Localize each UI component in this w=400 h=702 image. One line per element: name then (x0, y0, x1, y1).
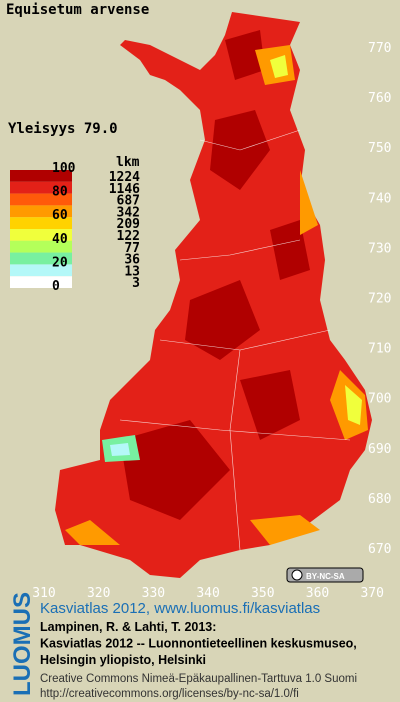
license: Creative Commons Nimeä-Epäkaupallinen-Ta… (40, 673, 357, 700)
license-line: http://creativecommons.org/licenses/by-n… (40, 688, 299, 700)
y-tick-label: 690 (368, 442, 391, 457)
count-label: 77 (124, 241, 140, 256)
x-tick-label: 370 (360, 586, 383, 601)
legend-swatch (10, 181, 72, 194)
legend-swatch (10, 193, 72, 206)
count-label: 1146 (109, 182, 140, 197)
logo: LUOMUS (9, 592, 36, 696)
legend-swatch (10, 252, 72, 265)
legend-swatch (10, 264, 72, 277)
atlas-link[interactable]: Kasviatlas 2012, www.luomus.fi/kasviatla… (40, 600, 320, 617)
x-tick-label: 310 (32, 586, 55, 601)
x-tick-label: 360 (306, 586, 329, 601)
count-label: 36 (124, 253, 140, 268)
citation-line: Lampinen, R. & Lahti, T. 2013: (40, 620, 216, 634)
license-badge: BY-NC-SA (286, 567, 364, 583)
scale-label: 40 (52, 232, 68, 247)
citation-line: Kasviatlas 2012 -- Luonnontieteellinen k… (40, 637, 357, 651)
x-tick-label: 340 (196, 586, 219, 601)
legend-swatch (10, 170, 72, 182)
count-header: lkm (116, 155, 140, 170)
y-tick-label: 740 (368, 191, 391, 206)
legend-swatch (10, 240, 72, 253)
license-badge-text: BY-NC-SA (306, 572, 345, 581)
x-tick-label: 350 (251, 586, 274, 601)
y-tick-label: 680 (368, 492, 391, 507)
y-tick-label: 750 (368, 141, 391, 156)
scale-label: 100 (52, 161, 76, 176)
region-borders (119, 129, 351, 551)
count-label: 3 (132, 276, 140, 291)
y-tick-label: 670 (368, 542, 391, 557)
y-tick-label: 710 (368, 342, 391, 357)
legend-swatch (10, 229, 72, 241)
scale-label: 60 (52, 208, 68, 223)
lowest-area (110, 443, 130, 456)
citation-line: Helsingin yliopisto, Helsinki (40, 653, 206, 667)
count-label: 209 (117, 217, 140, 232)
x-axis: 310 320 330 340 350 360 370 (32, 586, 384, 601)
x-tick-label: 330 (142, 586, 165, 601)
frequency: Yleisyys 79.0 (8, 121, 118, 137)
citation: Lampinen, R. & Lahti, T. 2013: Kasviatlas… (40, 620, 357, 667)
y-tick-label: 700 (368, 392, 391, 407)
scale-label: 0 (52, 279, 60, 294)
scale-label: 20 (52, 255, 68, 270)
y-tick-label: 770 (368, 41, 391, 56)
legend: lkm 100 80 60 40 20 0 122411466873422091227736… (10, 155, 140, 294)
scale-label: 80 (52, 185, 68, 200)
count-label: 1224 (109, 170, 140, 185)
x-tick-label: 320 (87, 586, 110, 601)
y-tick-label: 730 (368, 241, 391, 256)
map (55, 12, 372, 578)
count-label: 13 (124, 264, 140, 279)
count-label: 342 (117, 205, 140, 220)
legend-swatch (10, 205, 72, 218)
count-label: 122 (117, 229, 140, 244)
y-tick-label: 760 (368, 91, 391, 106)
license-line: Creative Commons Nimeä-Epäkaupallinen-Ta… (40, 673, 357, 685)
legend-swatch (10, 276, 72, 288)
count-label: 687 (117, 194, 140, 209)
y-tick-label: 720 (368, 292, 391, 307)
y-axis: 770 760 750 740 730 720 710 700 690 680 670 (368, 41, 391, 557)
low-areas (270, 55, 362, 425)
legend-swatch (10, 217, 72, 229)
species-title: Equisetum arvense (6, 2, 149, 18)
